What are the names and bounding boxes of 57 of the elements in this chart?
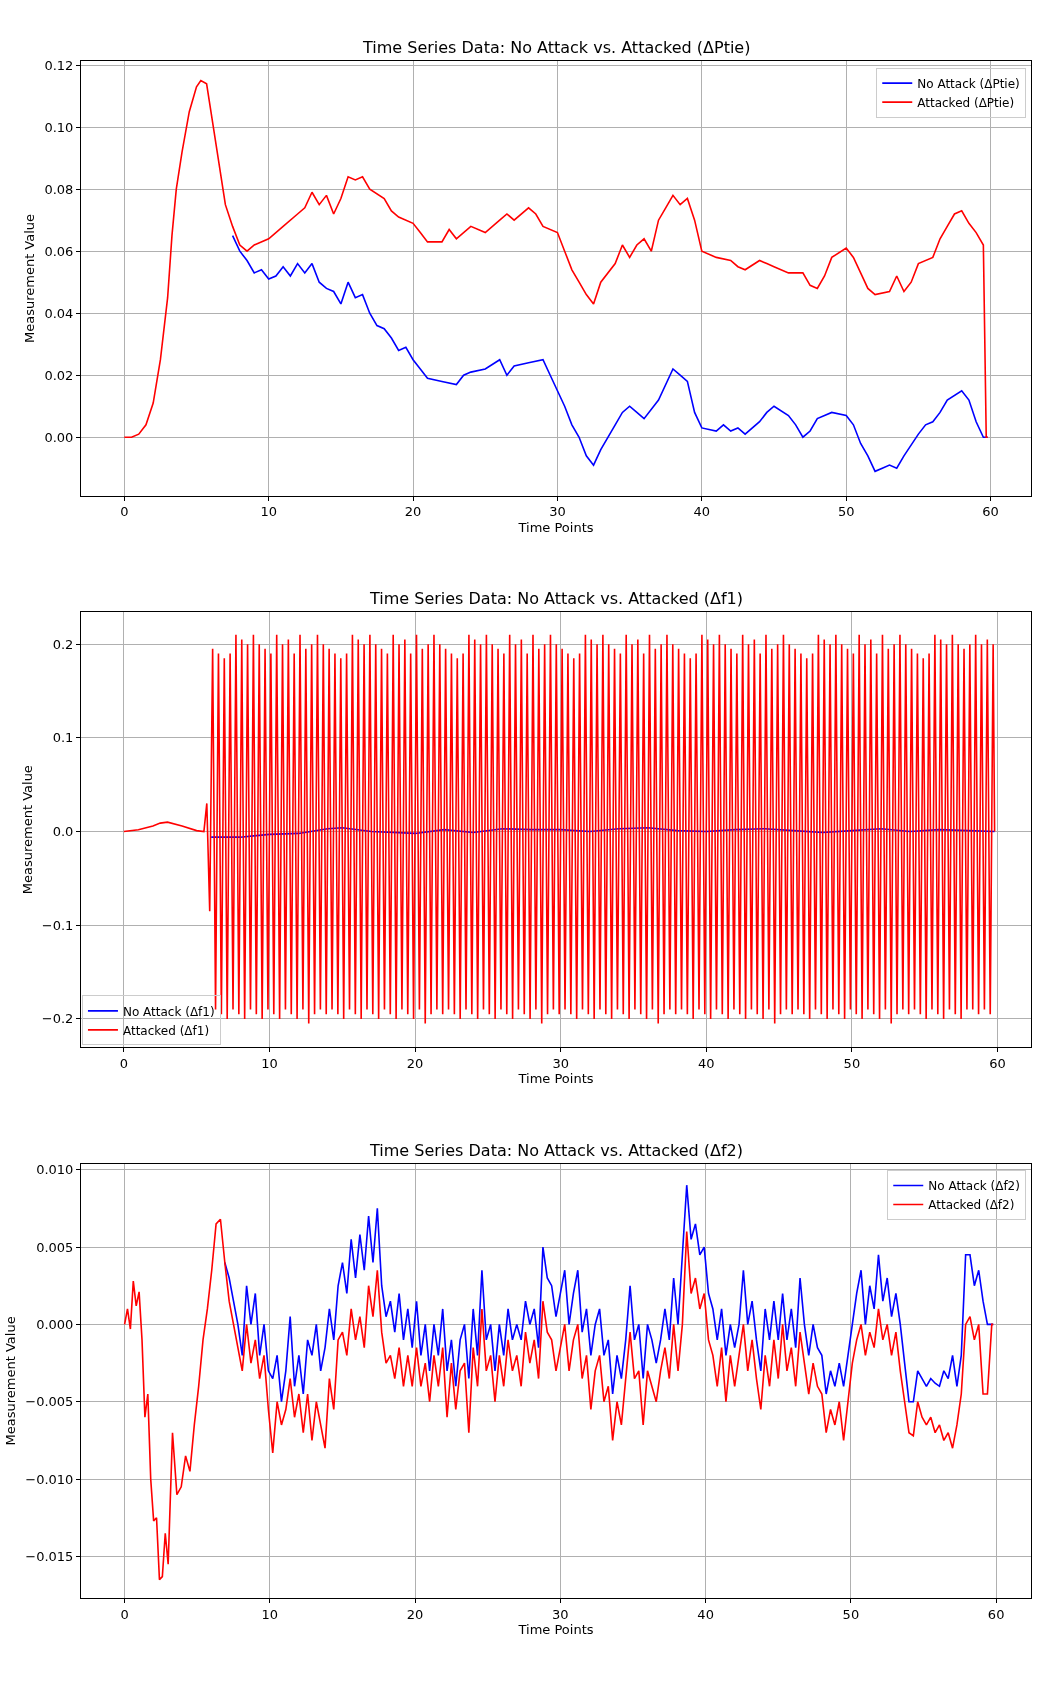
legend-label: Attacked (Δf1) (122, 1023, 210, 1038)
x-tick-label: 30 (552, 1055, 569, 1071)
y-tick-label: 0.0 (52, 824, 74, 840)
x-tick-label: 60 (989, 1055, 1006, 1071)
y-tick-label: 0.08 (44, 181, 74, 197)
y-tick-label: −0.010 (25, 1471, 74, 1487)
legend-label: No Attack (ΔPtie) (917, 76, 1020, 91)
x-tick-label: 40 (698, 1055, 715, 1071)
x-tick-label: 20 (406, 1606, 424, 1622)
legend-label: No Attack (Δf2) (928, 1179, 1020, 1194)
x-tick-label: 60 (982, 504, 999, 520)
chart-title: Time Series Data: No Attack vs. Attacked (ΔPtie) (362, 38, 751, 57)
x-axis-title: Time Points (517, 520, 594, 536)
x-tick-label: 50 (837, 504, 855, 520)
x-tick-label: 0 (120, 504, 129, 520)
y-tick-label: 0.04 (44, 305, 74, 321)
y-tick-label: 0.12 (44, 57, 74, 73)
y-tick-label: 0.010 (36, 1162, 74, 1178)
x-tick-label: 10 (261, 1606, 279, 1622)
x-tick-label: 10 (260, 504, 277, 520)
y-tick-label: 0.02 (44, 367, 74, 383)
y-tick-label: −0.2 (41, 1011, 74, 1027)
x-tick-label: 20 (406, 1055, 424, 1071)
x-tick-label: 0 (119, 1055, 128, 1071)
x-tick-label: 50 (842, 1606, 860, 1622)
x-tick-label: 30 (552, 1606, 569, 1622)
x-tick-label: 0 (120, 1606, 129, 1622)
y-tick-label: −0.005 (25, 1394, 74, 1410)
x-axis-title: Time Points (517, 1071, 594, 1087)
x-tick-label: 50 (843, 1055, 861, 1071)
y-tick-label: 0.2 (52, 636, 74, 652)
legend-label: Attacked (Δf2) (928, 1198, 1015, 1213)
legend-label: No Attack (Δf1) (122, 1004, 215, 1019)
x-tick-label: 30 (549, 504, 566, 520)
x-tick-label: 40 (693, 504, 711, 520)
x-tick-label: 10 (261, 1055, 278, 1071)
chart-title: Time Series Data: No Attack vs. Attacked (Δf1) (369, 589, 744, 608)
y-axis-title: Measurement Value (3, 1316, 19, 1446)
y-tick-label: 0.10 (44, 119, 74, 135)
y-axis-title: Measurement Value (19, 765, 35, 895)
x-axis-title: Time Points (517, 1622, 594, 1638)
y-tick-label: −0.1 (41, 917, 74, 933)
line-series (210, 827, 996, 838)
legend-label: Attacked (ΔPtie) (917, 95, 1015, 110)
chart-title: Time Series Data: No Attack vs. Attacked (Δf2) (369, 1141, 744, 1160)
y-tick-label: 0.005 (36, 1239, 74, 1255)
y-axis-title: Measurement Value (22, 213, 38, 344)
x-tick-label: 60 (987, 1606, 1005, 1622)
x-tick-label: 40 (697, 1606, 714, 1622)
y-tick-label: 0.000 (36, 1316, 74, 1332)
y-tick-label: 0.1 (52, 730, 74, 746)
line-series (123, 634, 996, 1025)
y-tick-label: 0.06 (44, 243, 74, 259)
y-tick-label: −0.015 (25, 1549, 74, 1564)
x-tick-label: 20 (404, 504, 422, 520)
line-series (123, 1218, 995, 1581)
y-tick-label: 0.00 (44, 429, 74, 445)
